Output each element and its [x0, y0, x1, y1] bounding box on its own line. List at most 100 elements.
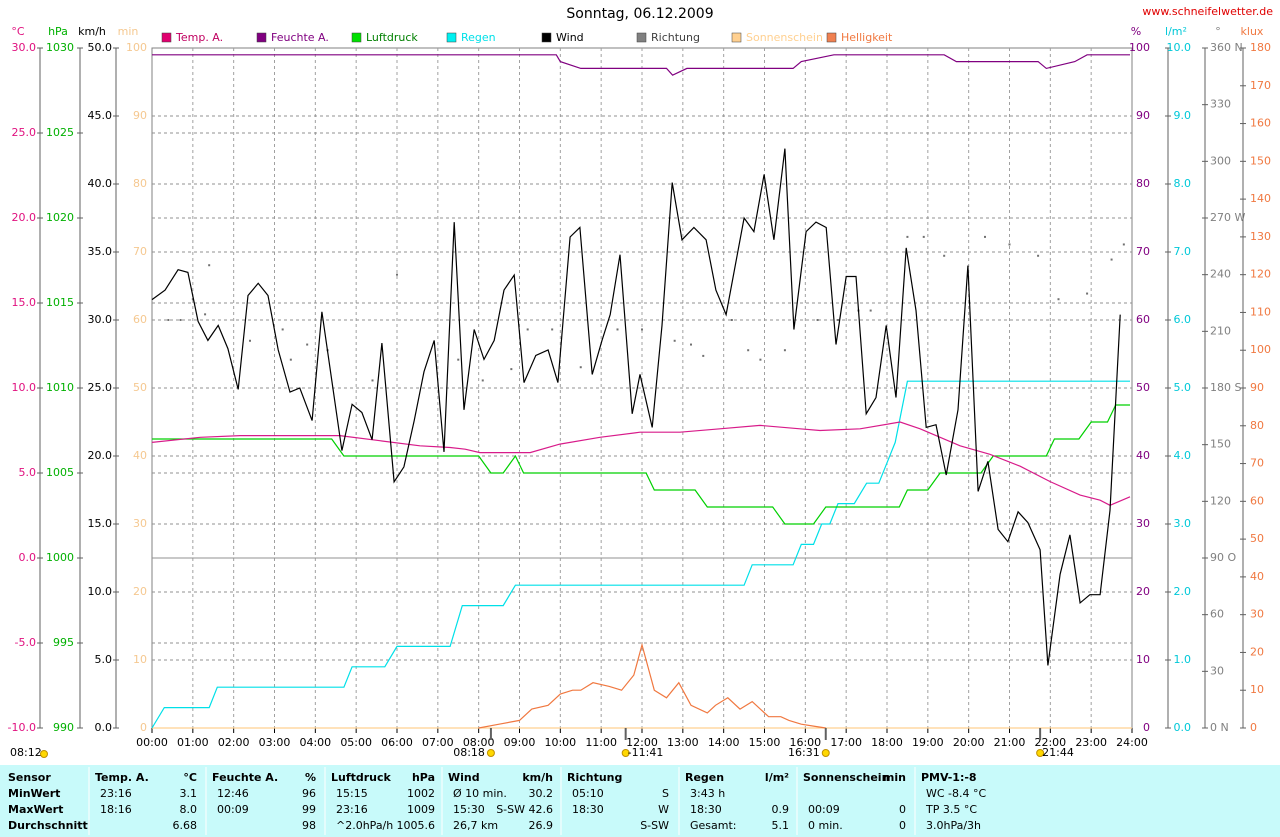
direction-dot [249, 339, 251, 342]
direction-dot [289, 358, 292, 361]
direction-dot [179, 319, 182, 321]
y-tick-label: 1015 [46, 296, 74, 309]
y-tick-label: 40 [1136, 449, 1150, 462]
x-tick-label: 02:00 [218, 736, 250, 749]
y-tick-label: 150 [1210, 438, 1231, 451]
y-tick-label: 6.0 [1174, 313, 1192, 326]
axis-unit: hPa [48, 25, 68, 38]
y-tick-label: 60 [133, 313, 147, 326]
legend-swatch [731, 32, 742, 43]
series-line [151, 421, 1131, 506]
direction-dot [1057, 298, 1060, 301]
direction-dot [943, 254, 946, 257]
x-tick-label: 24:00 [1116, 736, 1148, 749]
legend-swatch [636, 32, 647, 43]
y-tick-label: 0 [140, 721, 147, 734]
y-tick-label: 160 [1250, 117, 1271, 130]
cell-value: 0.9 [772, 803, 790, 816]
column-header: Richtung [567, 771, 622, 784]
direction-dot [673, 339, 676, 342]
direction-dot [306, 343, 309, 346]
y-tick-label: 1020 [46, 211, 74, 224]
y-tick-label: 10.0 [12, 381, 37, 394]
direction-dot [167, 319, 170, 321]
cell-value: 5.1 [772, 819, 790, 832]
cell-time: 23:16 [336, 803, 368, 816]
y-tick-label: 20 [1250, 645, 1264, 658]
y-tick-label: 40 [133, 449, 147, 462]
direction-dot [922, 235, 925, 238]
direction-dot [702, 354, 705, 357]
y-tick-label: 50 [1250, 532, 1264, 545]
event-label: -11:41 [628, 746, 664, 759]
x-tick-label: 13:00 [667, 736, 699, 749]
y-tick-label: 50.0 [88, 41, 113, 54]
y-tick-label: 360 N [1210, 41, 1243, 54]
cell-time: WC -8.4 °C [926, 787, 987, 800]
axis-unit: ° [1215, 25, 1221, 38]
x-tick-label: 17:00 [830, 736, 862, 749]
cell-time: 00:09 [217, 803, 249, 816]
y-tick-label: 70 [1250, 457, 1264, 470]
series-line [478, 642, 826, 729]
column-header: PMV-1:-8 [921, 771, 977, 784]
legend-swatch [256, 32, 267, 43]
y-tick-label: 110 [1250, 305, 1271, 318]
y-tick-label: 270 W [1210, 211, 1245, 224]
column-header: Wind [448, 771, 480, 784]
cell-value: S-SW 42.6 [496, 803, 553, 816]
direction-dot [837, 319, 839, 321]
corner-note: 08:12 [10, 746, 42, 759]
y-tick-label: 150 [1250, 154, 1271, 167]
y-tick-label: 90 [1136, 109, 1150, 122]
direction-dot [1008, 243, 1011, 246]
cell-value: 99 [302, 803, 316, 816]
y-tick-label: 100 [1250, 343, 1271, 356]
legend-swatch [351, 32, 362, 43]
event-label: 08:18 [453, 746, 485, 759]
x-tick-label: 03:00 [259, 736, 291, 749]
direction-dot [281, 328, 284, 331]
y-tick-label: 180 [1250, 41, 1271, 54]
y-tick-label: 35.0 [88, 245, 113, 258]
direction-dot [481, 379, 484, 382]
y-tick-label: 10 [1250, 683, 1264, 696]
y-tick-label: 130 [1250, 230, 1271, 243]
sun-icon [1036, 749, 1045, 757]
x-tick-label: 11:00 [585, 736, 617, 749]
y-tick-label: 7.0 [1174, 245, 1192, 258]
direction-dot [526, 328, 529, 331]
y-tick-label: 100 [1129, 41, 1150, 54]
axis-unit: min [118, 25, 139, 38]
x-tick-label: 21:00 [994, 736, 1026, 749]
x-tick-label: 14:00 [708, 736, 740, 749]
x-tick-label: 16:00 [789, 736, 821, 749]
y-tick-label: 90 [133, 109, 147, 122]
y-tick-label: 40 [1250, 570, 1264, 583]
y-tick-label: 0 [1250, 721, 1257, 734]
cell-time: 15:30 [453, 803, 485, 816]
sun-icon [40, 750, 48, 758]
y-tick-label: 4.0 [1174, 449, 1192, 462]
row-label: MinWert [8, 787, 60, 800]
y-tick-label: 20.0 [88, 449, 113, 462]
direction-dot [204, 313, 207, 316]
y-tick-label: 20 [1136, 585, 1150, 598]
y-tick-label: 20.0 [12, 211, 37, 224]
cell-time: 18:30 [572, 803, 604, 816]
legend-label: Temp. A. [175, 31, 223, 44]
legend-label: Regen [461, 31, 496, 44]
y-tick-label: 30.0 [12, 41, 37, 54]
row-label: Durchschnitt [8, 819, 88, 832]
legend-label: Helligkeit [841, 31, 893, 44]
y-tick-label: 2.0 [1174, 585, 1192, 598]
y-tick-label: 170 [1250, 79, 1271, 92]
y-tick-label: 80 [1250, 419, 1264, 432]
direction-dot [371, 379, 374, 382]
y-tick-label: 0 [1143, 721, 1150, 734]
direction-dot [1037, 254, 1040, 257]
legend-label: Sonnenschein [746, 31, 823, 44]
y-tick-label: 5.0 [19, 466, 37, 479]
column-unit: l/m² [765, 771, 789, 784]
